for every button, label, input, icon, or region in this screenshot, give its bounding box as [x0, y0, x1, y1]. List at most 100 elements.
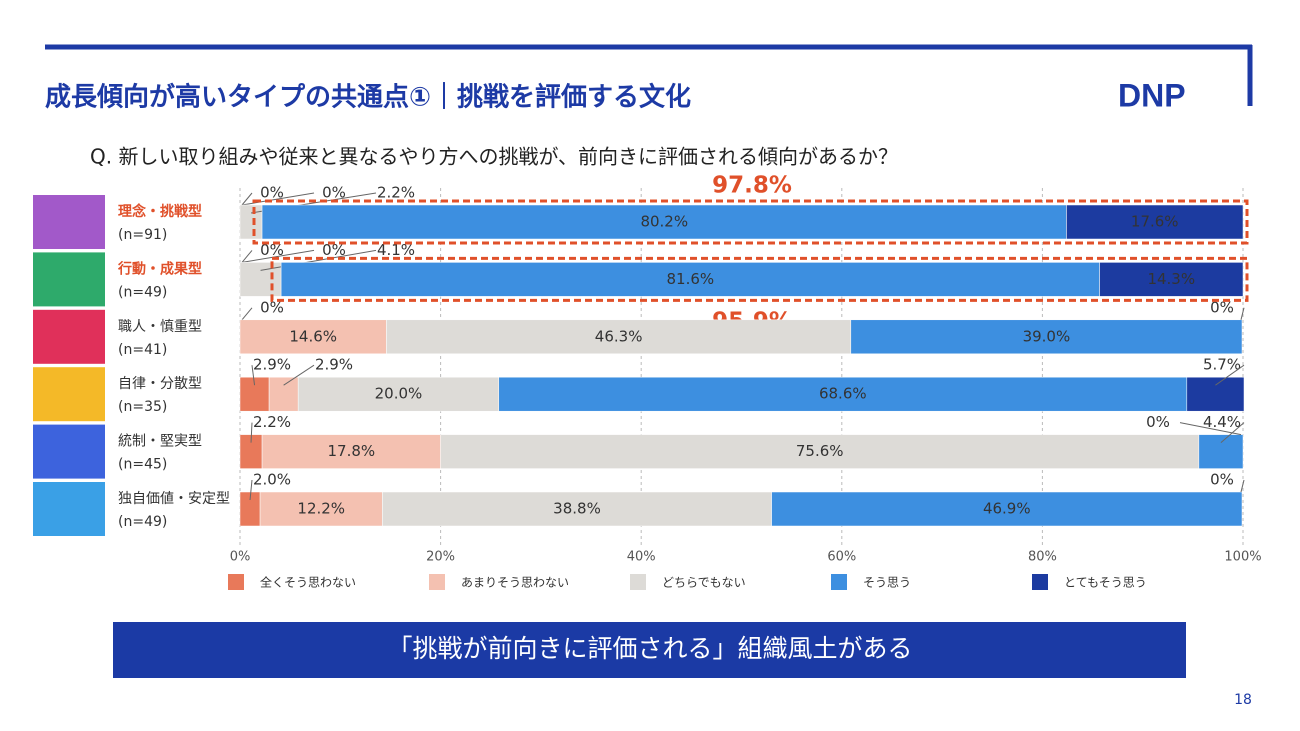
- leader-line: [250, 422, 253, 443]
- value-label: 46.9%: [983, 500, 1031, 518]
- value-label: 2.2%: [253, 413, 291, 431]
- type-icon: [33, 195, 105, 249]
- leader-line: [241, 192, 253, 206]
- sample-size: (n=35): [118, 399, 167, 415]
- value-label: 2.9%: [253, 356, 291, 374]
- sample-size: (n=45): [118, 457, 167, 473]
- bar-segment: [239, 204, 263, 240]
- x-tick-label: 60%: [827, 550, 856, 565]
- bar-segment: [261, 204, 1067, 240]
- value-label: 0%: [322, 241, 346, 259]
- bar-segment: [1186, 376, 1245, 412]
- value-label: 0%: [260, 184, 284, 202]
- category-label: 独自価値・安定型: [118, 491, 230, 507]
- value-label: 2.2%: [377, 184, 415, 202]
- value-label: 2.9%: [315, 356, 353, 374]
- value-label: 0%: [1210, 298, 1234, 316]
- value-label: 81.6%: [667, 270, 715, 288]
- banner: [113, 622, 1186, 678]
- legend-label: 全くそう思わない: [260, 575, 356, 590]
- bar-segment: [498, 376, 1188, 412]
- value-label: 14.3%: [1147, 270, 1195, 288]
- value-label: 80.2%: [640, 213, 688, 231]
- annotation: 97.8%: [712, 173, 792, 199]
- leader-line: [249, 479, 253, 501]
- type-icon: [33, 252, 105, 307]
- bar-segment: [239, 319, 387, 355]
- value-label: 0%: [1210, 471, 1234, 489]
- leader-line: [241, 307, 253, 321]
- bar-segment: [261, 434, 441, 469]
- value-label: 75.6%: [796, 442, 844, 460]
- bar-segment: [850, 319, 1243, 355]
- logo: DNP: [1118, 77, 1186, 113]
- value-label: 0%: [1146, 413, 1170, 431]
- value-label: 68.6%: [819, 385, 867, 403]
- sample-size: (n=91): [118, 227, 167, 243]
- bar-segment: [1066, 204, 1244, 240]
- highlight-box: [252, 199, 1249, 245]
- question: Q. 新しい取り組みや従来と異なるやり方への挑戦が、前向きに評価される傾向がある…: [90, 145, 898, 169]
- category-label: 統制・堅実型: [118, 434, 202, 450]
- legend-swatch: [630, 574, 646, 590]
- bar-segment: [268, 376, 299, 412]
- value-label: 0%: [260, 241, 284, 259]
- sample-size: (n=49): [118, 514, 167, 530]
- sample-size: (n=49): [118, 284, 167, 300]
- x-tick-label: 40%: [627, 550, 656, 565]
- legend-swatch: [1032, 574, 1048, 590]
- value-label: 14.6%: [289, 327, 337, 345]
- title: 成長傾向が高いタイプの共通点①｜挑戦を評価する文化: [45, 82, 691, 113]
- legend-label: どちらでもない: [662, 576, 746, 590]
- value-label: 4.1%: [377, 241, 415, 259]
- type-icon: [33, 309, 105, 364]
- bar-segment: [1198, 434, 1244, 469]
- value-label: 46.3%: [595, 327, 643, 345]
- type-icon: [33, 424, 105, 479]
- legend-label: あまりそう思わない: [461, 576, 569, 590]
- leader-line: [241, 250, 253, 263]
- legend-label: とてもそう思う: [1064, 576, 1147, 590]
- highlight-box: [270, 256, 1249, 302]
- value-label: 17.6%: [1131, 213, 1179, 231]
- leader-line: [1240, 307, 1245, 320]
- x-tick-label: 80%: [1028, 550, 1057, 565]
- leader-line: [241, 249, 315, 263]
- bar-segment: [297, 376, 500, 412]
- x-tick-label: 20%: [426, 550, 455, 565]
- legend-swatch: [228, 574, 244, 590]
- banner-text: 「挑戦が前向きに評価される」組織風土がある: [387, 634, 912, 663]
- leader-line: [1240, 479, 1245, 493]
- x-tick-label: 100%: [1224, 550, 1261, 565]
- legend-swatch: [831, 574, 847, 590]
- value-label: 20.0%: [375, 385, 423, 403]
- leader-line: [283, 364, 315, 386]
- plot: 0% 20% 40% 60% 80% 100% 理念・挑戦型 (n=91) 0% 0% 2.2% 80…: [33, 184, 1262, 590]
- x-tick-label: 0%: [230, 550, 251, 565]
- bar-segment: [259, 491, 383, 527]
- bar-segment: [440, 434, 1200, 469]
- value-label: 12.2%: [297, 500, 345, 518]
- value-label: 39.0%: [1023, 327, 1071, 345]
- legend-label: そう思う: [863, 576, 911, 590]
- bar-segment: [771, 491, 1243, 527]
- category-label: 職人・慎重型: [118, 319, 202, 335]
- leader-line: [1179, 422, 1242, 436]
- leader-line: [251, 365, 256, 386]
- leader-line: [1215, 364, 1245, 386]
- value-label: 2.0%: [253, 471, 291, 489]
- leader-line: [260, 249, 377, 271]
- bar-segment: [1099, 262, 1244, 297]
- category-label: 行動・成果型: [117, 260, 202, 277]
- bar-segment: [386, 319, 852, 355]
- value-label: 0%: [260, 298, 284, 316]
- bar-segment: [382, 491, 772, 527]
- page-number: 18: [1234, 692, 1252, 708]
- value-label: 4.4%: [1203, 413, 1241, 431]
- legend-swatch: [429, 574, 445, 590]
- type-icon: [33, 482, 105, 536]
- category-label: 理念・挑戦型: [118, 203, 202, 220]
- value-label: 17.8%: [328, 442, 376, 460]
- type-icon: [33, 367, 105, 422]
